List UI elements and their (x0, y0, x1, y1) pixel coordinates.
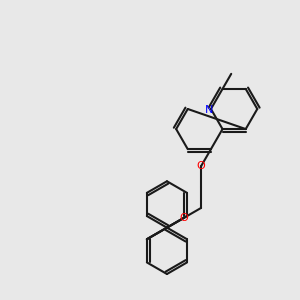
Text: N: N (205, 106, 214, 116)
Text: O: O (180, 213, 188, 223)
Text: O: O (197, 161, 206, 171)
